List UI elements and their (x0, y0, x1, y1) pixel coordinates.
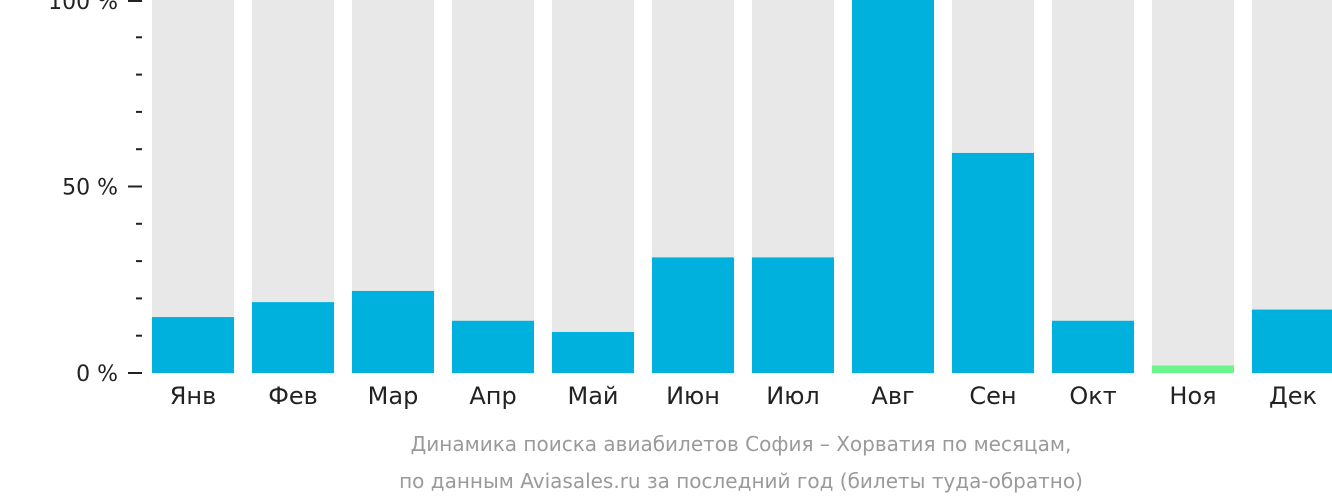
bar-4 (452, 320, 534, 373)
x-tick-label-8: Авг (871, 382, 914, 410)
y-tick-label-2: 50 % (62, 176, 118, 201)
y-tick-label-3: 0 % (76, 362, 118, 387)
x-tick-label-3: Мар (368, 382, 419, 410)
bar-6 (652, 257, 734, 373)
bar-1 (152, 317, 234, 373)
bar-track-10 (1052, 0, 1134, 373)
bar-2 (252, 302, 334, 373)
x-tick-label-7: Июл (766, 382, 820, 410)
x-tick-label-5: Май (567, 382, 618, 410)
x-tick-label-4: Апр (469, 382, 516, 410)
bar-12 (1252, 309, 1332, 373)
x-tick-label-6: Июн (666, 382, 720, 410)
bar-3 (352, 290, 434, 373)
x-tick-label-2: Фев (268, 382, 318, 410)
x-tick-label-9: Сен (969, 382, 1016, 410)
x-tick-label-1: Янв (170, 382, 217, 410)
y-tick-label-1: 100 % (48, 0, 118, 15)
y-axis: 100 % 50 % 0 % (48, 0, 142, 387)
bar-track-1 (152, 0, 234, 373)
bar-track-11 (1152, 0, 1234, 373)
x-axis-labels: Янв Фев Мар Апр Май Июн Июл Авг Сен Окт Ноя Дек (170, 382, 1317, 410)
chart-caption-line-1: Динамика поиска авиабилетов София – Хорв… (411, 432, 1072, 456)
chart-caption-line-2: по данным Aviasales.ru за последний год … (399, 469, 1083, 493)
bar-5 (552, 331, 634, 373)
bar-track-5 (552, 0, 634, 373)
x-tick-label-12: Дек (1269, 382, 1317, 410)
x-tick-label-11: Ноя (1169, 382, 1216, 410)
bar-9 (952, 152, 1034, 373)
bar-10 (1052, 320, 1134, 373)
bar-8 (852, 0, 934, 373)
bar-7 (752, 257, 834, 373)
bar-11 (1152, 365, 1234, 373)
bars (152, 0, 1332, 373)
x-tick-label-10: Окт (1069, 382, 1116, 410)
bar-track-4 (452, 0, 534, 373)
